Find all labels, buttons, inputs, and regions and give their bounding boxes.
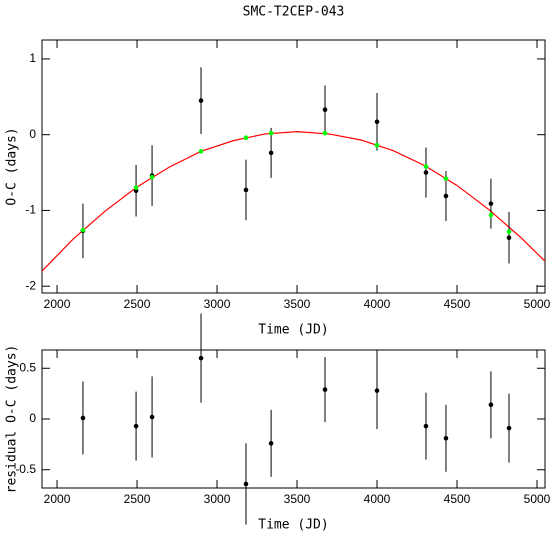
x-tick-label: 4000: [364, 297, 391, 311]
x-tick-label: 4000: [364, 492, 391, 506]
y-tick-label: 0.5: [19, 360, 36, 374]
y-tick-label: -0.5: [15, 462, 36, 476]
point: [80, 415, 86, 421]
point: [133, 185, 139, 191]
point: [443, 193, 449, 199]
x-tick-label: 5000: [524, 297, 551, 311]
y-tick-label: -2: [25, 278, 36, 292]
point: [374, 142, 380, 148]
point: [506, 235, 512, 241]
point: [443, 435, 449, 441]
x-tick-label: 4500: [444, 492, 471, 506]
point: [268, 130, 274, 136]
x-tick-label: 2000: [44, 297, 71, 311]
point: [488, 212, 494, 218]
point: [243, 135, 249, 141]
plot-frame: [41, 39, 546, 294]
x-tick-label: 3000: [204, 492, 231, 506]
y-axis-label: residual O-C (days): [5, 345, 20, 494]
x-tick-label: 3500: [284, 297, 311, 311]
point: [198, 355, 204, 361]
point: [133, 423, 139, 429]
point: [506, 425, 512, 431]
point: [322, 387, 328, 392]
x-tick-label: 2000: [44, 492, 71, 506]
point: [423, 164, 429, 169]
point: [149, 414, 155, 420]
y-tick-label: 0: [29, 127, 36, 141]
point: [488, 201, 494, 206]
point: [243, 187, 249, 193]
point: [149, 174, 155, 180]
point: [80, 227, 86, 233]
plot-frame: [41, 349, 546, 489]
y-axis-label: O-C (days): [5, 127, 20, 205]
x-axis-label: Time (JD): [258, 518, 328, 533]
point: [198, 149, 204, 154]
y-tick-label: 0: [29, 411, 36, 425]
point: [268, 150, 274, 156]
point: [322, 130, 328, 136]
y-tick-label: -1: [25, 203, 36, 217]
point: [374, 119, 380, 125]
point: [268, 441, 274, 446]
x-tick-label: 3000: [204, 297, 231, 311]
x-tick-label: 3500: [284, 492, 311, 506]
chart-title: SMC-T2CEP-043: [243, 5, 345, 20]
fit-curve: [41, 131, 546, 272]
x-tick-label: 4500: [444, 297, 471, 311]
point: [423, 423, 429, 429]
point: [374, 388, 380, 393]
point: [423, 170, 429, 175]
x-tick-label: 5000: [524, 492, 551, 506]
point: [322, 107, 328, 112]
x-axis-label: Time (JD): [258, 323, 328, 338]
y-tick-label: 1: [29, 51, 36, 65]
point: [243, 481, 249, 487]
x-tick-label: 2500: [124, 297, 151, 311]
x-tick-label: 2500: [124, 492, 151, 506]
point: [198, 98, 204, 103]
point: [488, 402, 494, 408]
point: [443, 176, 449, 181]
point: [506, 229, 512, 234]
